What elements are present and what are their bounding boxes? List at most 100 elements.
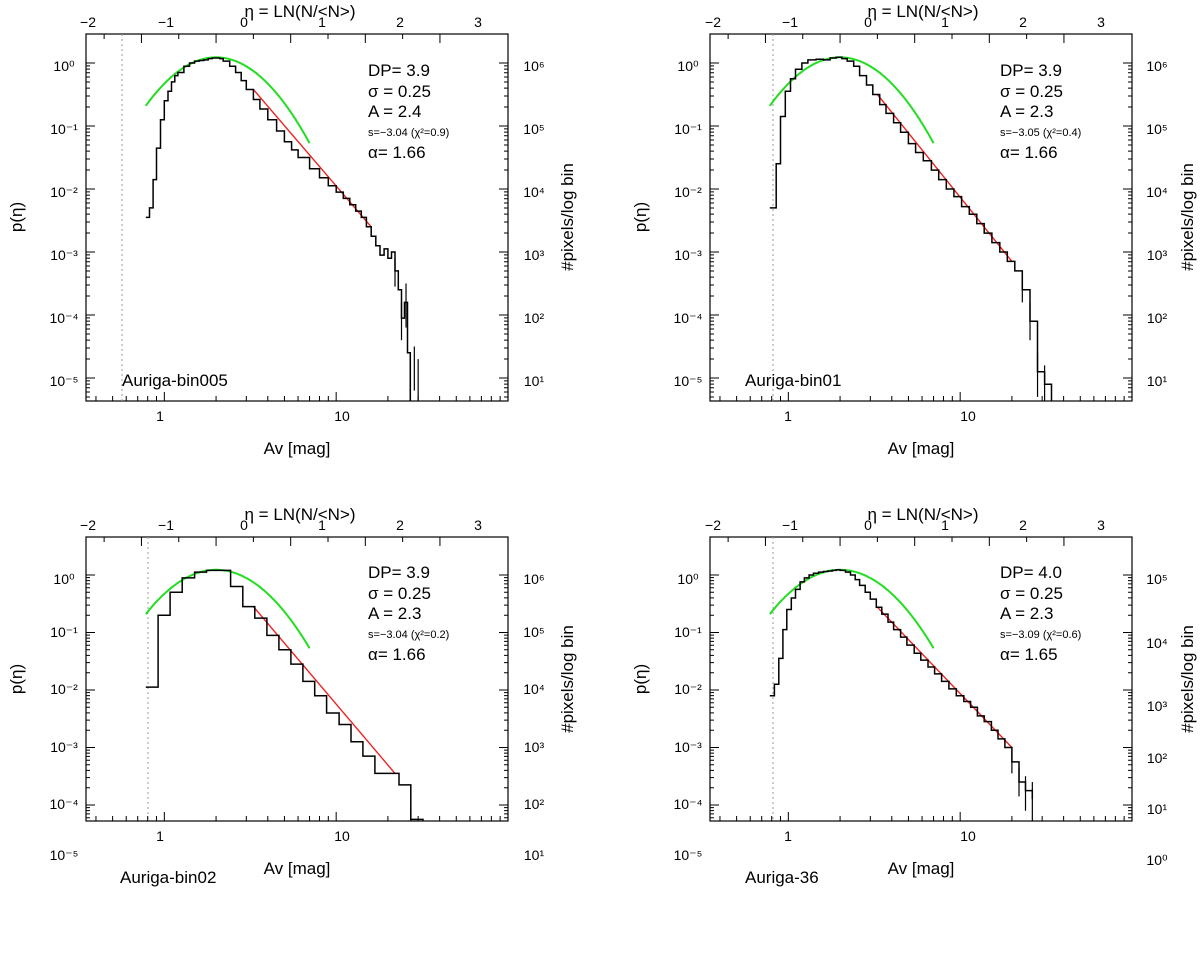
- y-axis-label-right: #pixels/log bin: [558, 163, 577, 271]
- right-tick-4: 10²: [524, 310, 545, 326]
- left-tick-2: 10⁻²: [674, 681, 702, 697]
- top-tick-0: 0: [240, 14, 248, 30]
- left-tick-5: 10⁻⁵: [674, 373, 703, 389]
- top-tick-3: 3: [1097, 14, 1105, 30]
- top-tick-3: 3: [474, 517, 482, 533]
- tick-marks: [86, 537, 508, 821]
- x-tick-1: 1: [156, 408, 164, 424]
- axis-ticks: [710, 34, 1132, 401]
- left-tick-4: 10⁻⁴: [674, 310, 703, 326]
- right-tick-2: 10⁴: [1146, 184, 1168, 200]
- right-tick-0: 10⁶: [1146, 58, 1167, 74]
- alpha-value: α= 1.66: [1000, 143, 1058, 162]
- axis-ticks: [86, 537, 508, 821]
- axis-ticks: [86, 34, 508, 401]
- y-axis-label-right: #pixels/log bin: [1178, 163, 1197, 271]
- x-axis-label: Av [mag]: [888, 439, 955, 458]
- right-tick-5: 10¹: [524, 373, 545, 389]
- alpha-value: α= 1.66: [368, 143, 426, 162]
- error-bars: [410, 805, 412, 821]
- region-label: Auriga-bin02: [120, 868, 216, 887]
- left-tick-0: 10⁰: [53, 58, 75, 74]
- pdf-histogram: [769, 56, 1053, 401]
- left-tick-2: 10⁻²: [50, 681, 78, 697]
- left-tick-1: 10⁻¹: [50, 624, 78, 640]
- lognormal-fit-curve: [769, 568, 935, 649]
- lognormal-fit-curve: [144, 56, 311, 144]
- plot-frame: [85, 33, 509, 402]
- right-tick-0: 10⁵: [1146, 571, 1167, 587]
- left-tick-0: 10⁰: [677, 571, 699, 587]
- x-tick-1: 1: [784, 828, 792, 844]
- tick-marks: [710, 537, 1132, 821]
- panel-auriga-bin005: 10⁰ 10⁻¹ 10⁻² 10⁻³ 10⁻⁴ 10⁻⁵ 10⁶ 10⁵ 10⁴…: [7, 2, 577, 458]
- tick-marks: [710, 34, 1132, 401]
- top-tick-m2: −2: [80, 14, 96, 30]
- sigma-value: σ = 0.25: [1000, 82, 1063, 101]
- right-tick-2: 10⁴: [523, 184, 545, 200]
- right-tick-1: 10⁵: [523, 121, 544, 137]
- left-tick-0: 10⁰: [53, 571, 75, 587]
- left-tick-0: 10⁰: [677, 58, 699, 74]
- left-tick-3: 10⁻³: [674, 247, 702, 263]
- right-tick-1: 10⁴: [1146, 635, 1168, 651]
- top-tick-m1: −1: [782, 517, 798, 533]
- powerlaw-fit-line: [252, 606, 396, 774]
- left-tick-2: 10⁻²: [50, 184, 78, 200]
- pdf-histogram: [145, 569, 424, 821]
- right-tick-3: 10³: [1147, 247, 1168, 263]
- top-axis-label: η = LN(N/<N>): [244, 2, 355, 21]
- left-tick-5: 10⁻⁵: [50, 847, 79, 863]
- right-tick-2: 10⁴: [523, 681, 545, 697]
- left-tick-3: 10⁻³: [50, 739, 78, 755]
- left-tick-3: 10⁻³: [674, 739, 702, 755]
- sigma-value: σ = 0.25: [368, 82, 431, 101]
- slope-value: s=−3.05 (χ²=0.4): [1000, 127, 1081, 139]
- left-tick-2: 10⁻²: [674, 184, 702, 200]
- right-tick-5: 10¹: [524, 847, 545, 863]
- left-tick-1: 10⁻¹: [674, 121, 702, 137]
- dp-value: DP= 4.0: [1000, 563, 1062, 582]
- y-axis-label-left: p(η): [7, 664, 26, 694]
- right-tick-3: 10³: [524, 247, 545, 263]
- right-tick-3: 10²: [1147, 750, 1168, 766]
- avpk-value: A = 2.4: [368, 102, 421, 121]
- top-tick-1: 1: [941, 517, 949, 533]
- top-tick-m1: −1: [158, 517, 174, 533]
- right-tick-4: 10²: [1147, 310, 1168, 326]
- left-tick-3: 10⁻³: [50, 247, 78, 263]
- top-tick-m1: −1: [782, 14, 798, 30]
- top-tick-2: 2: [396, 517, 404, 533]
- x-tick-1: 1: [156, 828, 164, 844]
- pdf-histogram: [145, 57, 412, 401]
- sigma-value: σ = 0.25: [1000, 584, 1063, 603]
- y-axis-label-right: #pixels/log bin: [558, 625, 577, 733]
- dp-value: DP= 3.9: [368, 563, 430, 582]
- top-tick-m1: −1: [158, 14, 174, 30]
- right-tick-1: 10⁵: [1146, 121, 1167, 137]
- left-tick-1: 10⁻¹: [674, 624, 702, 640]
- avpk-value: A = 2.3: [1000, 102, 1053, 121]
- pdf-histogram: [769, 569, 1034, 800]
- dp-value: DP= 3.9: [368, 61, 430, 80]
- top-tick-m2: −2: [705, 517, 721, 533]
- avpk-value: A = 2.3: [1000, 604, 1053, 623]
- region-label: Auriga-36: [745, 868, 819, 887]
- region-label: Auriga-bin005: [122, 371, 228, 390]
- dp-value: DP= 3.9: [1000, 61, 1062, 80]
- y-axis-label-right: #pixels/log bin: [1178, 625, 1197, 733]
- panel-auriga-bin01: 10⁰ 10⁻¹ 10⁻² 10⁻³ 10⁻⁴ 10⁻⁵ 10⁶ 10⁵ 10⁴…: [631, 2, 1197, 458]
- top-tick-1: 1: [318, 517, 326, 533]
- x-axis-label: Av [mag]: [888, 859, 955, 878]
- right-tick-0: 10⁶: [523, 58, 544, 74]
- slope-value: s=−3.04 (χ²=0.2): [368, 629, 449, 641]
- lognormal-fit-curve: [768, 56, 935, 144]
- error-bars: [1011, 750, 1033, 821]
- x-tick-10: 10: [334, 828, 350, 844]
- x-tick-10: 10: [960, 408, 976, 424]
- x-tick-10: 10: [960, 828, 976, 844]
- top-tick-0: 0: [864, 14, 872, 30]
- plot-frame: [709, 33, 1133, 402]
- top-tick-3: 3: [474, 14, 482, 30]
- x-axis-label: Av [mag]: [264, 439, 331, 458]
